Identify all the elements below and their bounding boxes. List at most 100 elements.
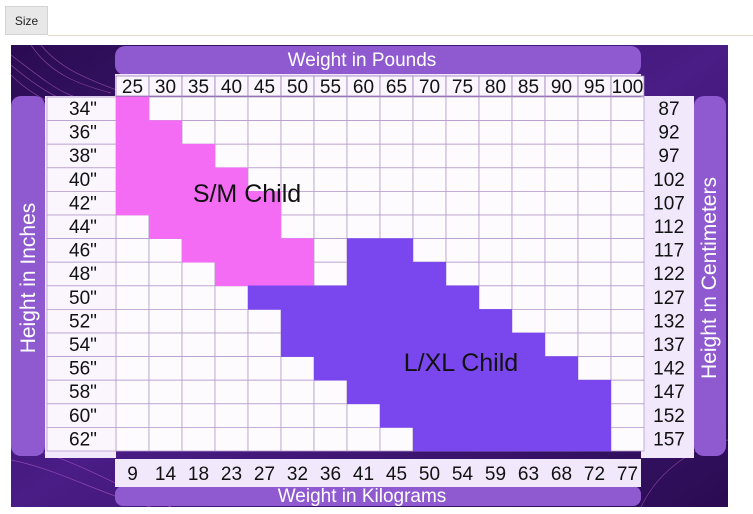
grid-cell [544,214,579,240]
grid-cell [280,96,315,122]
pounds-tick-label: 95 [584,77,605,98]
inches-label-cell [46,426,117,452]
size-tab[interactable]: Size [5,6,48,35]
size-chart-svg: 25 30 35 40 45 50 55 60 65 70 75 80 85 90 95 100 9 14 18 23… [11,45,728,507]
grid-cell [610,403,645,428]
grid-cell [247,332,282,358]
sm-child-region [116,120,182,145]
kilograms-tick-label: 18 [188,464,209,485]
grid-cell [148,238,183,263]
grid-cell [610,308,645,334]
grid-cell [511,96,546,122]
grid-cell [280,120,315,145]
grid-cell [313,379,348,405]
grid-cell [577,190,612,216]
grid-cell [577,285,612,310]
grid-cell [247,308,282,334]
grid-cell [445,190,480,216]
kilograms-tick-label: 45 [386,464,407,485]
grid-cell [610,143,645,169]
grid-cell [214,120,249,145]
lxl-child-region [347,261,446,287]
pounds-tick-label: 55 [320,77,341,98]
sm-child-label: S/M Child [193,180,301,208]
grid-cell [115,238,150,263]
sm-child-region [116,191,281,216]
kilograms-tick-label: 68 [551,464,572,485]
grid-cell [445,120,480,145]
grid-cell [577,308,612,334]
left-axis-title: Height in Inches [17,203,40,354]
grid-cell [148,285,183,310]
grid-cell [247,379,282,405]
grid-cell [214,356,249,381]
grid-cell [313,261,348,287]
grid-cell [478,261,513,287]
grid-cell [181,356,216,381]
kilograms-tick-label: 14 [155,464,177,485]
grid-cell [610,261,645,287]
kilograms-tick-label: 9 [127,464,138,485]
grid-cell [247,96,282,122]
inches-tick-label: 40" [69,170,97,191]
inches-tick-label: 42" [69,193,97,214]
grid-cell [577,238,612,263]
grid-cell [445,167,480,192]
grid-cell [280,214,315,240]
inches-tick-label: 60" [69,406,97,427]
grid-cell [610,379,645,405]
grid-cell [577,332,612,358]
pounds-tick-label: 35 [188,77,209,98]
right-title-band [694,96,726,456]
lxl-child-region [347,379,611,405]
centimeters-tick-label: 152 [653,406,685,427]
grid-cell [115,379,150,405]
grid-cell [544,285,579,310]
grid-cell [379,167,414,192]
lxl-child-region [281,332,545,357]
grid-cell [181,120,216,145]
grid-cell [181,96,216,122]
grid-cell [412,238,447,263]
inches-tick-label: 62" [69,429,97,450]
bottom-title-band [115,486,641,506]
centimeters-tick-label: 87 [658,99,679,120]
grid-cell [247,356,282,381]
pounds-tick-label: 30 [155,77,176,98]
centimeters-tick-label: 102 [653,170,685,191]
sm-child-region [116,143,215,169]
grid-cell [412,143,447,169]
grid-cell [610,190,645,216]
grid-cell [544,143,579,169]
pounds-tick-label: 90 [551,77,572,98]
inches-tick-label: 44" [69,217,97,238]
grid-cell [115,261,150,287]
grid-cell [478,96,513,122]
pounds-tick-label: 45 [254,77,275,98]
grid-cell [115,426,150,452]
grid-cell [247,143,282,169]
inches-tick-label: 58" [69,382,97,403]
grid-cell [346,143,381,169]
inches-tick-label: 54" [69,335,97,356]
grid-cell [610,214,645,240]
inches-tick-label: 46" [69,241,97,262]
inches-tick-label: 38" [69,146,97,167]
inches-tick-label: 50" [69,288,97,309]
top-title-band [115,46,641,75]
pounds-tick-label: 85 [518,77,539,98]
grid-cell [115,356,150,381]
kilograms-tick-label: 36 [320,464,341,485]
grid-cell [445,143,480,169]
pounds-tick-label: 65 [386,77,407,98]
sm-child-region [116,167,248,192]
centimeters-tick-label: 132 [653,311,685,332]
grid-cell [412,167,447,192]
grid-cell [511,143,546,169]
grid-cell [148,308,183,334]
grid-cell [379,120,414,145]
centimeters-tick-label: 142 [653,359,685,380]
centimeters-tick-label: 147 [653,382,685,403]
centimeters-tick-label: 112 [654,217,684,238]
grid-cell [181,332,216,358]
